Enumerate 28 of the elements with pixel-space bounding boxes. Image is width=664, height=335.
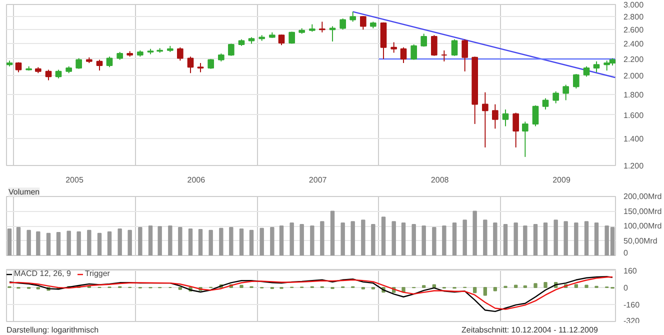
y-tick-label: 160 bbox=[624, 266, 638, 276]
y-tick-label: -160 bbox=[624, 300, 640, 310]
y-tick-label: 0 bbox=[624, 248, 628, 258]
y-tick-label: 3.000 bbox=[624, 0, 644, 10]
legend-label: MACD 12, 26, 9 bbox=[14, 269, 71, 278]
y-tick-label: 2.400 bbox=[624, 40, 644, 49]
y-tick-label: 1.800 bbox=[624, 90, 644, 100]
y-tick-label: 0 bbox=[624, 284, 628, 293]
y-tick-label: 1.400 bbox=[624, 134, 644, 144]
text: Zeitabschnitt: 10.12.2004 - 11.12.2009 bbox=[462, 326, 598, 334]
y-tick-label: 1.600 bbox=[624, 110, 644, 120]
y-tick-label: 200,00Mrd bbox=[624, 192, 662, 201]
chart-title: Volumen bbox=[8, 188, 40, 196]
y-tick-label: 2.600 bbox=[624, 26, 644, 35]
x-tick-label: 2008 bbox=[430, 176, 450, 184]
y-tick-label: 150,00Mrd bbox=[624, 206, 662, 216]
text: Darstellung: logarithmisch bbox=[6, 326, 99, 334]
y-tick-label: 1.200 bbox=[624, 162, 644, 170]
x-tick-label: 2006 bbox=[187, 176, 206, 184]
x-tick-label: 2009 bbox=[552, 176, 571, 184]
y-tick-label: 2.800 bbox=[624, 12, 644, 22]
x-tick-label: 2007 bbox=[308, 176, 328, 184]
y-tick-label: 100,00Mrd bbox=[624, 222, 662, 230]
legend-label: Trigger bbox=[84, 269, 110, 278]
y-tick-label: 2.200 bbox=[624, 54, 644, 64]
x-tick-label: 2005 bbox=[66, 176, 84, 184]
y-tick-label: 50,00Mrd bbox=[624, 236, 658, 246]
y-tick-label: 2.000 bbox=[624, 72, 644, 81]
